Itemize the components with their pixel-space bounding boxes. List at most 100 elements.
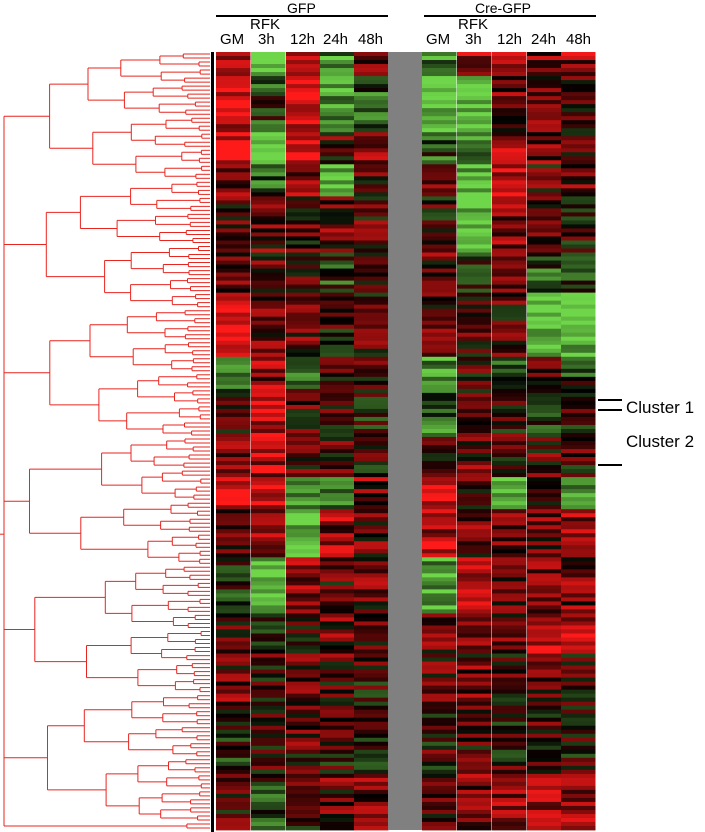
heatmap-cell-cre [457,244,492,249]
heatmap-cell-cre [492,697,527,703]
heatmap-cell-cre [457,537,492,542]
heatmap-cell-cre [492,360,527,366]
heatmap-cell-cre [561,376,596,382]
heatmap-cell-gfp [320,677,355,683]
heatmap-cell-cre [561,304,596,310]
heatmap-cell-gfp [354,352,389,358]
heatmap-cell-gfp [216,705,251,711]
heatmap-cell-gfp [320,501,355,506]
heatmap-cell-gfp [286,100,321,105]
heatmap-cell-gfp [216,597,251,602]
heatmap-cell-gfp [320,332,355,338]
heatmap-cell-gfp [216,473,251,478]
heatmap-cell-cre [422,364,457,370]
heatmap-cell-cre [492,781,527,787]
heatmap-cell-gfp [216,112,251,117]
heatmap-cell-gfp [251,248,286,253]
heatmap-cell-gfp [286,184,321,189]
heatmap-cell-cre [492,757,527,763]
heatmap-cell-cre [527,128,562,133]
heatmap-cell-cre [457,352,492,358]
heatmap-cell-gfp [320,657,355,662]
heatmap-cell-gfp [216,541,251,546]
heatmap-cell-cre [527,633,562,638]
heatmap-cell-gfp [251,737,286,743]
heatmap-cell-cre [492,745,527,751]
heatmap-cell-gfp [354,581,389,586]
heatmap-cell-cre [527,537,562,542]
heatmap-cell-cre [527,140,562,145]
heatmap-cell-cre [422,420,457,426]
heatmap-cell-cre [422,232,457,237]
heatmap-cell-cre [561,797,596,803]
heatmap-cell-gfp [354,445,389,450]
heatmap-cell-gfp [286,489,321,494]
heatmap-cell-cre [457,120,492,125]
heatmap-cell-gfp [251,457,286,462]
heatmap-cell-cre [527,645,562,650]
heatmap-cell-gfp [251,160,286,165]
heatmap-cell-gfp [354,741,389,747]
heatmap-cell-gfp [251,208,286,213]
heatmap-cell-cre [492,821,527,827]
heatmap-cell-cre [492,785,527,791]
heatmap-cell-gfp [251,72,286,77]
heatmap-cell-cre [422,168,457,173]
heatmap-cell-cre [422,424,457,430]
heatmap-cell-cre [457,96,492,101]
heatmap-cell-cre [527,717,562,723]
heatmap-cell-cre [422,316,457,322]
heatmap-cell-gfp [354,533,389,538]
heatmap-cell-gfp [216,168,251,173]
heatmap-cell-cre [527,553,562,558]
heatmap-cell-cre [492,593,527,598]
heatmap-cell-cre [422,148,457,153]
heatmap-cell-cre [422,565,457,570]
heatmap-cell-cre [527,721,562,727]
heatmap-cell-gfp [251,344,286,350]
heatmap-cell-cre [422,320,457,326]
heatmap-cell-gfp [286,793,321,799]
heatmap-cell-cre [492,753,527,759]
heatmap-cell-cre [561,392,596,398]
heatmap-cell-cre [457,797,492,803]
heatmap-cell-gfp [320,817,355,823]
heatmap-cell-cre [457,645,492,650]
heatmap-cell-gfp [216,116,251,121]
heatmap-cell-gfp [354,148,389,153]
heatmap-cell-gfp [216,216,251,221]
heatmap-cell-cre [422,461,457,466]
heatmap-cell-gfp [286,424,321,430]
heatmap-cell-cre [527,457,562,462]
heatmap-cell-cre [492,352,527,358]
heatmap-cell-gfp [320,813,355,819]
heatmap-cell-cre [457,200,492,205]
heatmap-cell-cre [422,208,457,213]
heatmap-cell-gfp [216,645,251,650]
heatmap-cell-gfp [354,693,389,699]
heatmap-cell-gfp [354,400,389,406]
heatmap-cell-gfp [251,541,286,546]
heatmap-cell-cre [457,765,492,771]
heatmap-cell-gfp [320,436,355,442]
heatmap-cell-cre [457,477,492,482]
heatmap-cell-gfp [320,220,355,225]
heatmap-cell-gfp [251,64,286,69]
heatmap-cell-cre [527,541,562,546]
heatmap-cell-gfp [320,252,355,257]
heatmap-cell-cre [527,420,562,426]
heatmap-cell-cre [561,56,596,61]
heatmap-cell-cre [492,717,527,723]
heatmap-cell-gfp [286,637,321,642]
group-separator [388,52,422,830]
heatmap-cell-cre [457,308,492,314]
heatmap-cell-gfp [251,348,286,354]
heatmap-cell-cre [422,392,457,398]
heatmap-cell-cre [457,104,492,109]
heatmap-cell-cre [457,164,492,169]
heatmap-cell-cre [561,733,596,739]
heatmap-cell-cre [422,809,457,815]
heatmap-cell-gfp [286,449,321,454]
heatmap-cell-cre [422,348,457,354]
heatmap-cell-gfp [216,481,251,486]
